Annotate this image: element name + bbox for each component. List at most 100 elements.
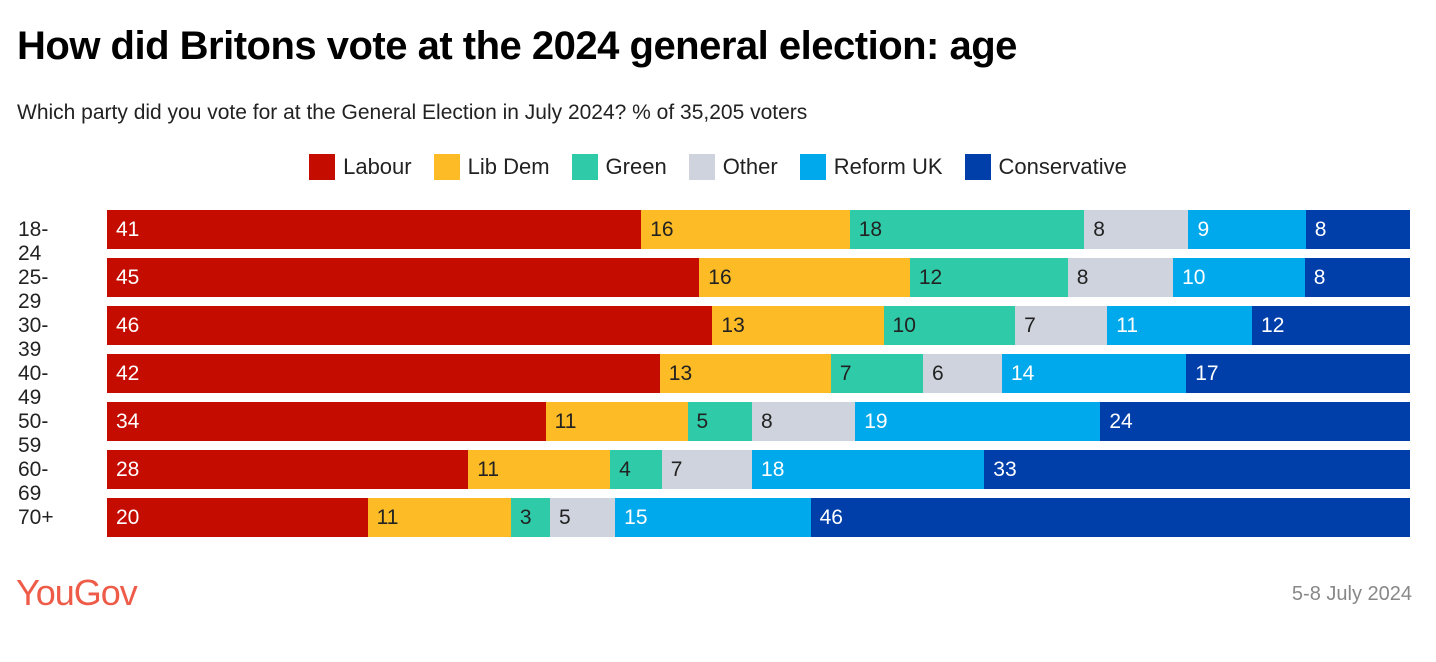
bar-segment: 20 [107,498,368,537]
data-label: 12 [918,265,943,289]
bar-segment: 6 [923,354,1002,393]
legend-item: Reform UK [799,154,943,180]
bar-segment: 12 [1252,306,1410,345]
bar-segment: 16 [641,210,850,249]
data-label: 6 [932,361,944,385]
data-label: 24 [1109,409,1133,433]
data-label: 8 [1076,265,1089,289]
bar-segment: 45 [107,258,700,297]
legend-swatch [964,154,991,180]
bar-segment: 42 [107,354,660,393]
legend-label: Lib Dem [467,154,550,179]
bar-segment: 15 [615,498,811,537]
bar-segment: 8 [1304,258,1410,297]
data-label: 11 [477,457,500,481]
bar-segment: 7 [661,450,753,489]
legend-label: Green [605,154,667,179]
bar-segment: 16 [699,258,910,297]
bar-segment: 24 [1100,402,1410,441]
bar-segment: 8 [752,402,856,441]
data-label: 8 [1093,217,1105,241]
data-label: 12 [1261,313,1285,337]
bar-segment: 41 [107,210,642,249]
bar-segment: 11 [367,498,511,537]
data-label: 8 [1313,265,1326,289]
data-label: 8 [761,409,773,433]
data-label: 10 [1182,265,1206,289]
bar-segment: 18 [752,450,985,489]
legend-item: Lib Dem [433,154,550,180]
bar-segment: 8 [1084,210,1189,249]
chart-subtitle: Which party did you vote for at the Gene… [17,101,808,124]
data-label: 19 [864,409,888,433]
bar-segment: 7 [830,354,923,393]
data-label: 5 [696,409,709,433]
row-label: 50-59 [18,410,49,457]
survey-date: 5-8 July 2024 [1291,583,1412,605]
data-label: 5 [559,505,571,529]
data-label: 18 [761,457,785,481]
bar-segment: 46 [107,306,713,345]
bar-segment: 46 [810,498,1410,537]
data-label: 18 [858,217,883,241]
data-label: 7 [670,457,683,481]
data-label: 11 [376,505,399,529]
bar-segment: 18 [849,210,1085,249]
bar-segment: 10 [883,306,1016,345]
data-label: 11 [1116,313,1139,337]
legend-swatch [433,154,460,180]
data-label: 3 [519,505,532,529]
bar-segment: 10 [1173,258,1305,297]
bar-segment: 28 [107,450,469,489]
data-label: 11 [554,409,577,433]
bar-segment: 9 [1188,210,1306,249]
legend-label: Conservative [998,154,1127,179]
data-label: 7 [839,361,852,385]
data-label: 46 [116,313,140,337]
bar-segment: 13 [659,354,831,393]
data-label: 10 [892,313,916,337]
data-label: 13 [668,361,693,385]
bar-segment: 19 [855,402,1101,441]
data-label: 14 [1010,361,1035,385]
bar-segment: 12 [909,258,1068,297]
row-label: 30-39 [18,314,49,361]
bar-segment: 34 [107,402,546,441]
bar-segment: 11 [1107,306,1253,345]
data-label: 46 [819,505,843,529]
legend-swatch [571,154,598,180]
yougov-logo: YouGov [16,572,138,613]
bar-segment: 7 [1015,306,1108,345]
bar-segment: 17 [1186,354,1410,393]
data-label: 16 [708,265,732,289]
bar-segment: 14 [1001,354,1187,393]
legend-label: Labour [343,154,412,179]
bar-segment: 5 [550,498,616,537]
data-label: 13 [721,313,745,337]
legend: Labour Lib Dem Green Other Reform UK Conserva… [0,154,1436,180]
row-label: 60-69 [18,458,49,505]
bar-segment: 8 [1305,210,1410,249]
data-label: 17 [1195,361,1219,385]
legend-swatch [799,154,826,180]
row-label: 18-24 [18,218,49,265]
bar-segment: 33 [984,450,1410,489]
legend-swatch [688,154,715,180]
data-label: 7 [1024,313,1036,337]
legend-item: Green [571,154,667,180]
legend-item: Labour [309,154,412,180]
data-label: 45 [116,265,140,289]
bar-segment: 3 [510,498,550,537]
legend-label: Reform UK [833,154,943,179]
legend-label: Other [722,154,778,179]
data-label: 8 [1314,217,1327,241]
bar-segment: 8 [1067,258,1174,297]
bar-segment: 11 [468,450,611,489]
data-label: 28 [116,457,140,481]
row-label: 40-49 [18,362,49,409]
data-label: 41 [116,217,140,241]
legend-swatch [309,154,336,180]
bar-segment: 11 [545,402,688,441]
bar-segment: 13 [712,306,884,345]
data-label: 16 [650,217,674,241]
